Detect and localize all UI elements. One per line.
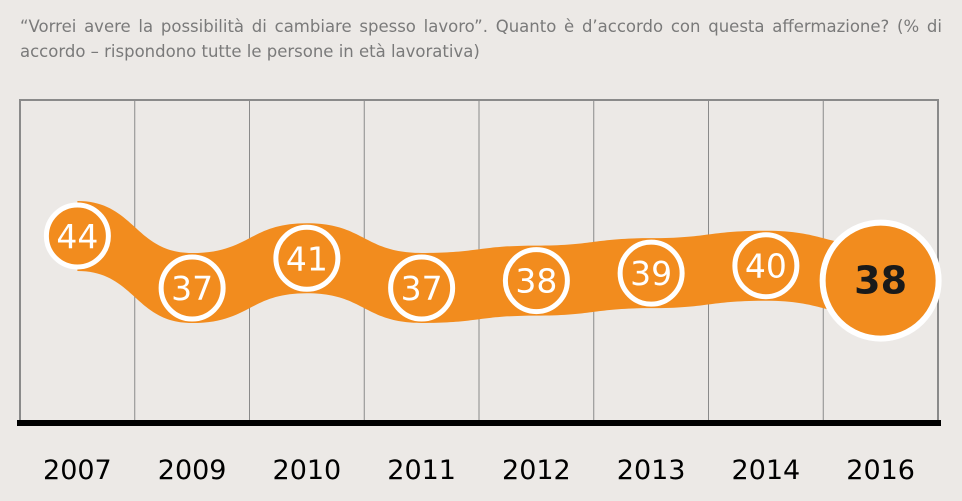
- point-circle: [502, 247, 570, 315]
- data-point: 40: [732, 232, 800, 300]
- data-label: 37: [171, 269, 213, 308]
- series-ribbon: [77, 200, 881, 323]
- data-label: 39: [630, 254, 672, 293]
- data-label: 44: [56, 217, 98, 256]
- point-circle: [732, 232, 800, 300]
- chart-title: “Vorrei avere la possibilità di cambiare…: [20, 17, 942, 61]
- data-point: 39: [617, 239, 685, 307]
- data-label: 40: [745, 247, 787, 286]
- data-label: 38: [854, 259, 907, 303]
- x-tick-label: 2016: [846, 455, 915, 486]
- data-point-highlight: 38: [819, 219, 942, 342]
- data-label: 41: [286, 239, 328, 278]
- x-tick-label: 2011: [387, 455, 456, 486]
- data-point: 37: [388, 254, 456, 322]
- x-tick-label: 2014: [732, 455, 801, 486]
- data-label: 37: [401, 269, 443, 308]
- series-band: [77, 200, 881, 323]
- x-tick-label: 2007: [43, 455, 112, 486]
- data-point: 38: [502, 247, 570, 315]
- point-circle: [273, 224, 341, 292]
- data-point: 41: [273, 224, 341, 292]
- data-point: 44: [43, 202, 111, 270]
- point-circle: [617, 239, 685, 307]
- x-tick-label: 2009: [158, 455, 227, 486]
- point-circle: [43, 202, 111, 270]
- data-point: 37: [158, 254, 226, 322]
- point-circle: [819, 219, 942, 342]
- x-axis-labels: 2007 2009 2010 2011 2012 2013 2014 2016: [43, 455, 915, 486]
- x-tick-label: 2013: [617, 455, 686, 486]
- x-tick-label: 2012: [502, 455, 571, 486]
- data-label: 38: [515, 262, 557, 301]
- x-tick-label: 2010: [273, 455, 342, 486]
- point-circle: [158, 254, 226, 322]
- point-circle: [388, 254, 456, 322]
- data-points: 44 37 41 37 38 39 40 38: [43, 202, 942, 342]
